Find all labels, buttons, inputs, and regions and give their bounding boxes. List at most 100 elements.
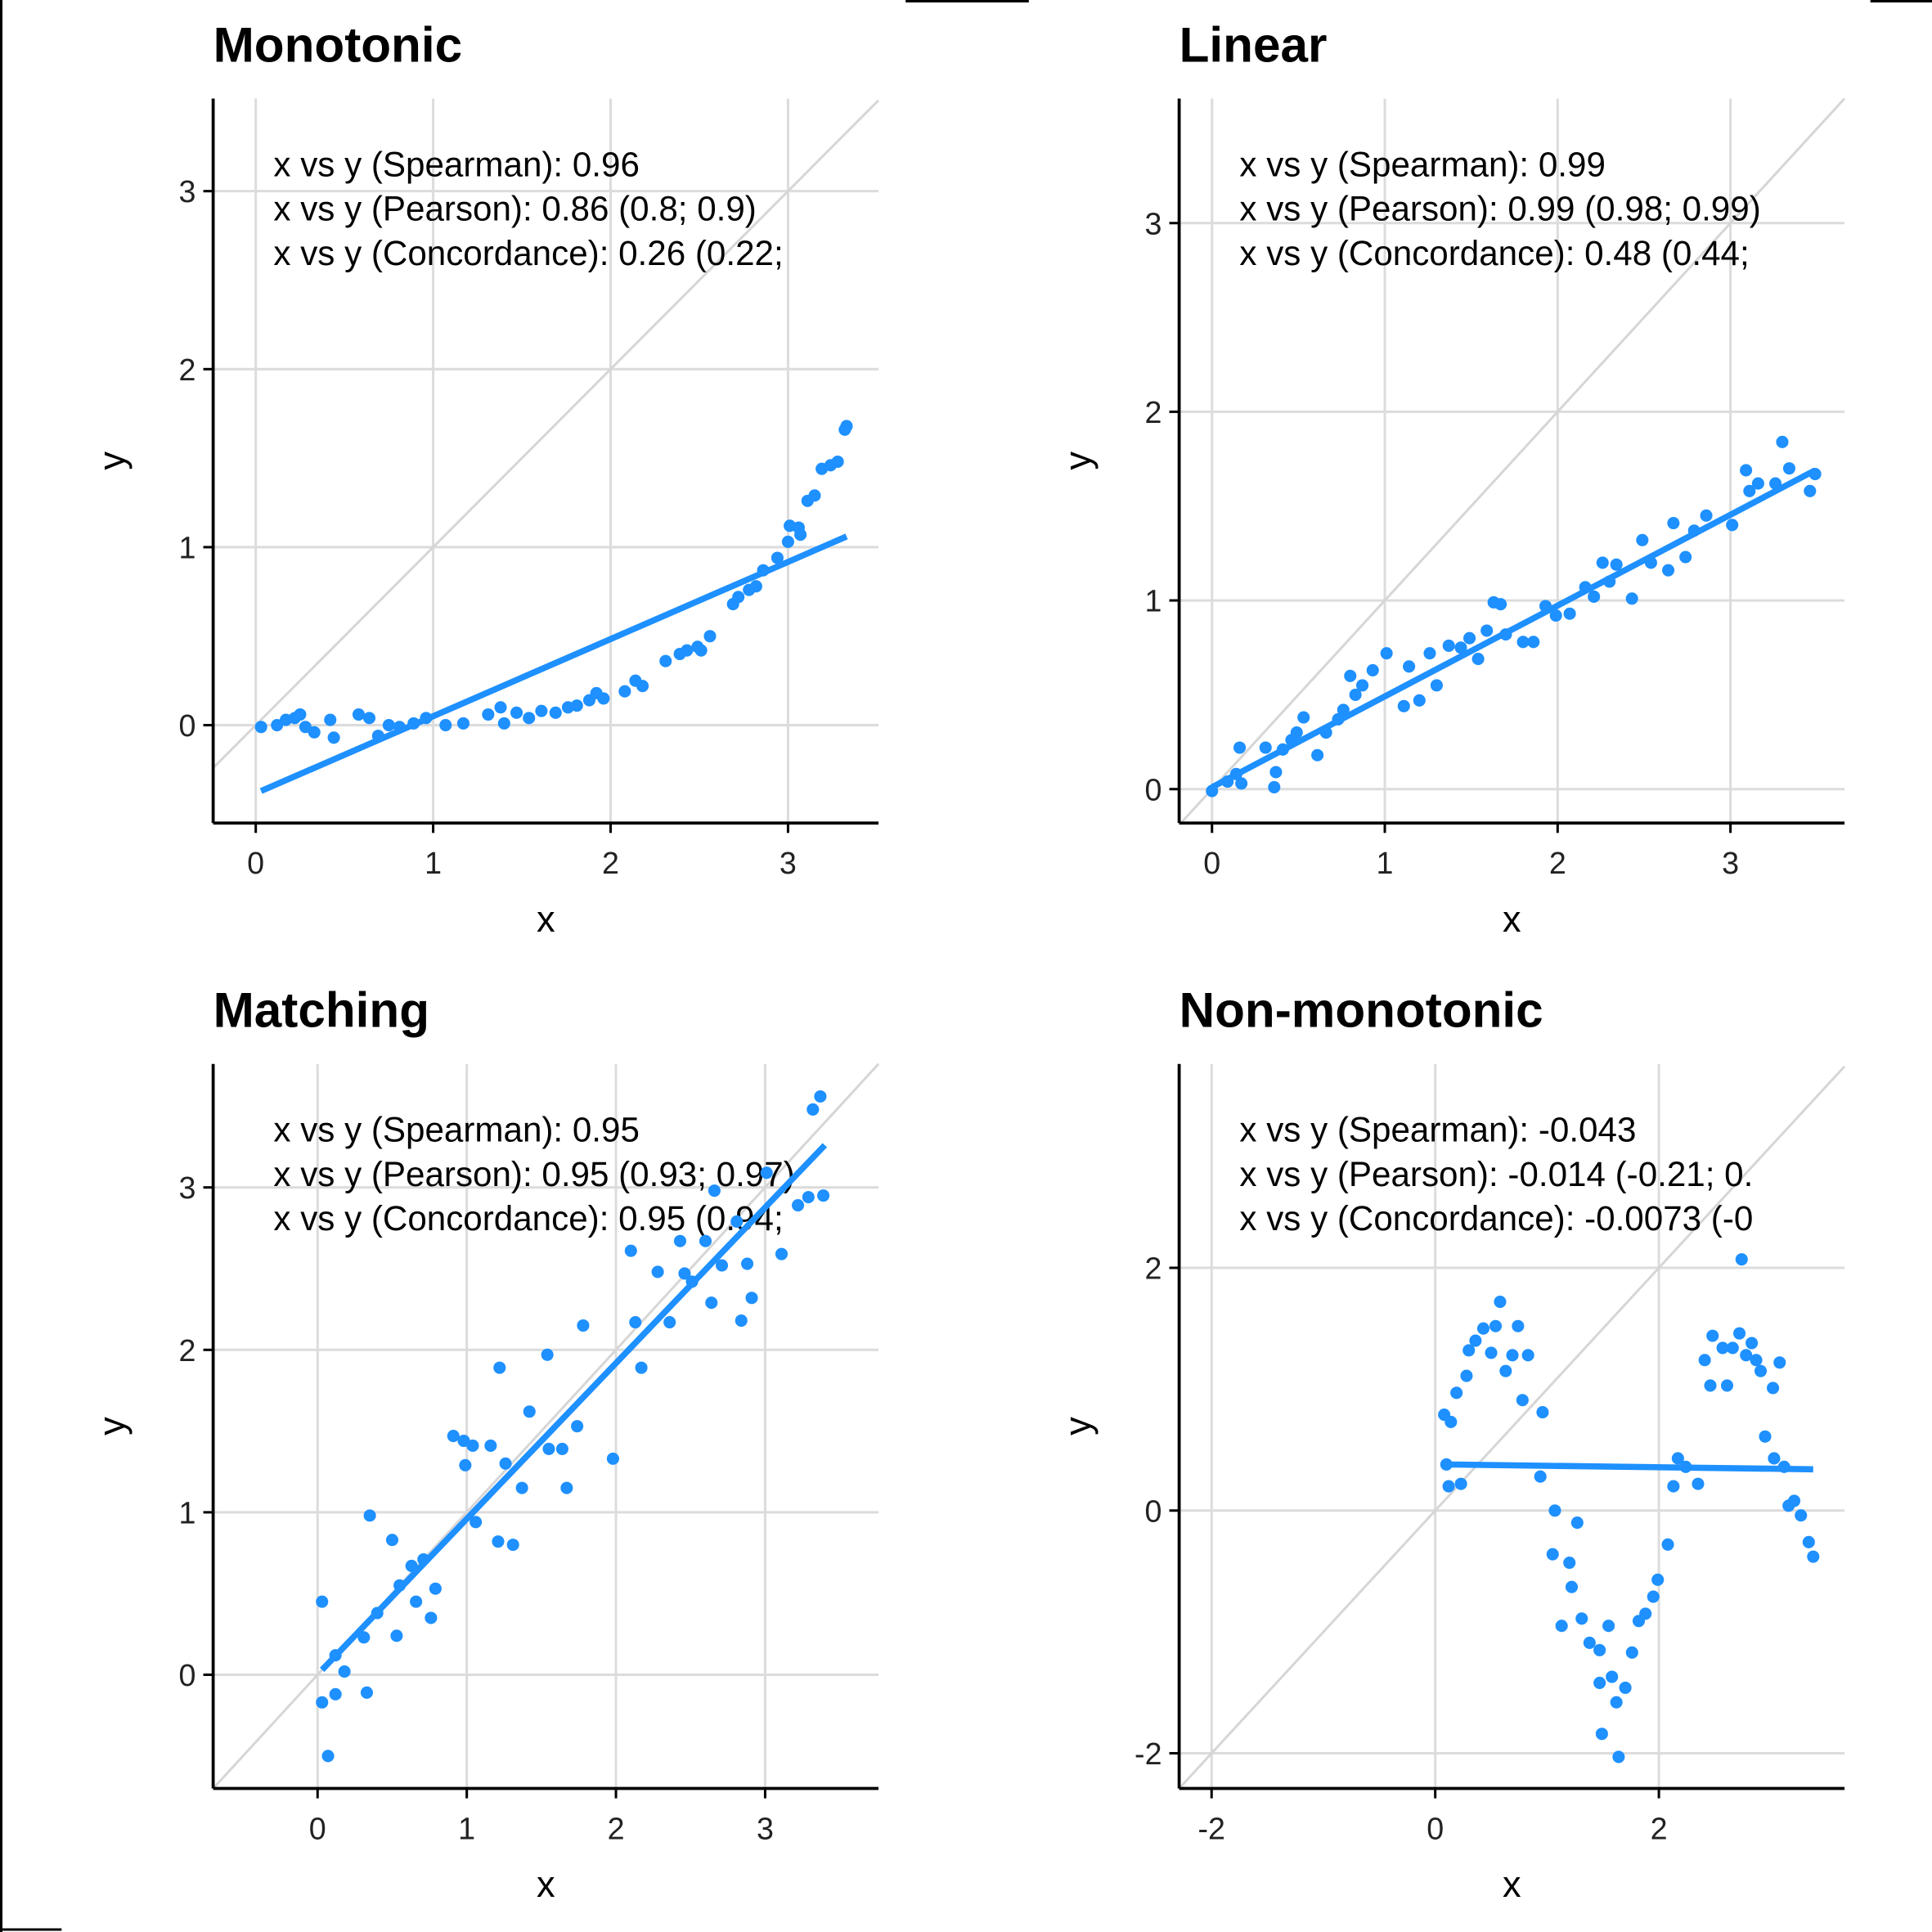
point [1661,1538,1674,1551]
y-tick-label: 1 [1145,584,1162,618]
point [362,712,376,725]
point [541,1348,554,1361]
point [1647,1590,1660,1603]
point [597,692,610,705]
point [1795,1509,1808,1522]
panel: x vs y (Spearman): 0.95 x vs y (Pearson):… [91,982,880,1905]
point [1776,435,1789,448]
point [560,1481,573,1494]
point [1235,777,1248,790]
point [466,1439,479,1452]
point [1494,598,1507,611]
point [659,654,672,667]
y-tick-label: 0 [179,1658,196,1692]
point [542,1442,555,1455]
point [730,1215,744,1228]
point [808,489,821,502]
point [492,1535,505,1548]
point [1450,1386,1463,1400]
point [316,1595,329,1608]
point [1743,484,1756,497]
panel: x vs y (Spearman): 0.96 x vs y (Pearson):… [91,16,880,940]
annotation: x vs y (Pearson): -0.014 (-0.21; 0. [1239,1155,1753,1193]
point [732,591,745,604]
point [1356,679,1369,692]
point [1563,607,1576,620]
x-tick-label: -2 [1198,1811,1225,1845]
point [708,1184,721,1197]
point [439,719,452,732]
point [1463,631,1476,645]
point [1521,1349,1534,1362]
point [390,1629,403,1642]
x-tick-label: 2 [1651,1811,1668,1845]
panel: x vs y (Spearman): -0.043 x vs y (Pearson… [1057,982,1846,1905]
point [571,1420,584,1433]
point [506,1539,519,1552]
point [703,630,717,643]
point [549,706,562,719]
point [1802,1535,1815,1548]
point [1625,592,1638,605]
x-tick-label: 3 [1722,846,1739,880]
point [1403,660,1416,673]
point [1593,1643,1606,1656]
x-tick-label: 0 [309,1811,326,1845]
y-tick-label: 3 [1145,206,1162,240]
point [1516,636,1530,649]
fit-line [1444,1461,1813,1473]
annotation: x vs y (Concordance): 0.48 (0.44; [1239,234,1749,272]
x-axis-title: x [537,898,555,940]
point [1735,1253,1748,1266]
point [1704,1379,1717,1392]
point [678,1267,691,1280]
point [1782,462,1795,475]
point [316,1696,329,1709]
point [357,1631,371,1644]
point [775,1247,789,1260]
point [1397,699,1410,712]
y-tick-label: 1 [179,530,196,564]
point [459,1458,472,1471]
point [338,1665,351,1678]
point [482,708,495,721]
point [324,713,337,726]
point [1692,1477,1705,1490]
point [1494,1296,1507,1309]
point [694,644,708,657]
point [1570,1516,1584,1530]
point [1740,464,1753,477]
point [499,1457,512,1470]
point [806,1103,820,1116]
point [1759,1430,1772,1443]
y-tick-label: 1 [179,1495,196,1530]
point [1311,748,1324,762]
point [360,1686,373,1699]
point [802,1191,815,1204]
point [1268,780,1281,793]
point [555,1442,568,1455]
point [1751,477,1764,490]
point [771,551,784,564]
point [1720,1379,1734,1392]
point [410,1595,423,1608]
point [254,721,267,734]
point [1726,1341,1739,1355]
point [1476,1322,1489,1335]
point [510,706,523,719]
point [570,699,583,712]
point [1445,1415,1458,1428]
y-tick-label: 2 [179,353,196,387]
x-tick-label: 2 [608,1811,625,1845]
point [636,680,649,693]
point [447,1430,460,1443]
point [1768,1452,1781,1465]
point [1575,1612,1588,1625]
point [1469,1334,1482,1347]
point [840,420,853,433]
point [1612,1750,1625,1764]
point [1733,1327,1746,1340]
point [1337,703,1350,717]
y-tick-label: 3 [179,1170,196,1205]
